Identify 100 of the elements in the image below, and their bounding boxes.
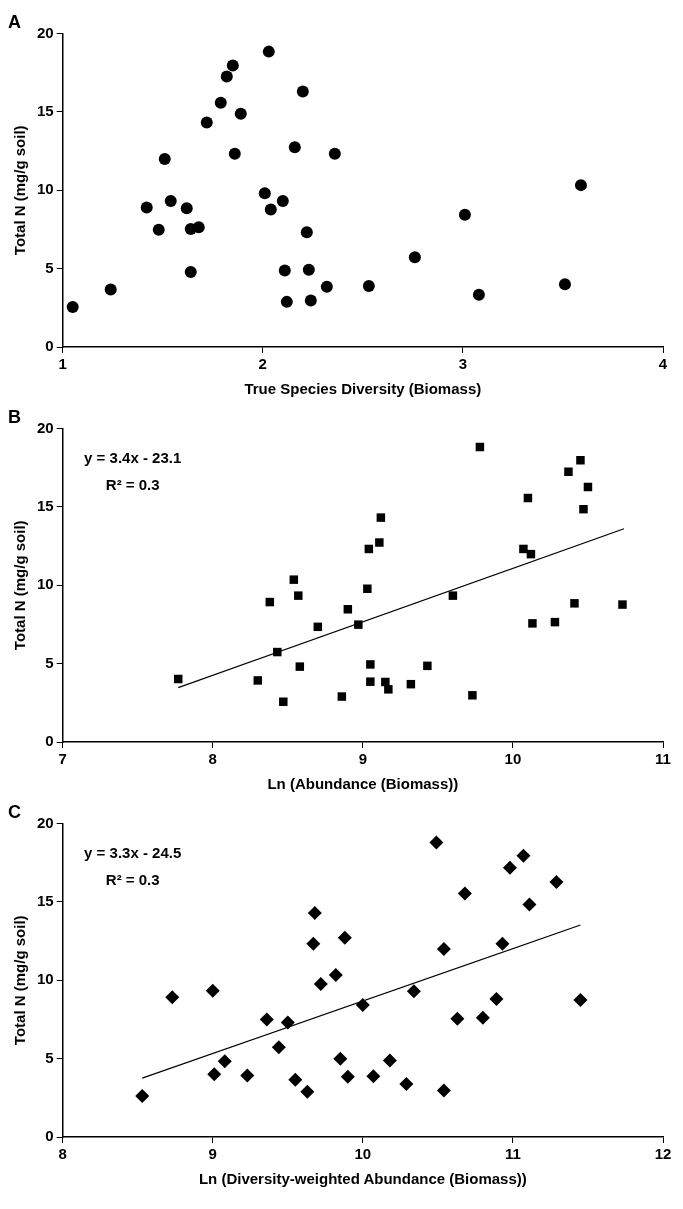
- y-tick-label: 20: [37, 418, 54, 436]
- point: [429, 835, 444, 850]
- point: [450, 1011, 465, 1026]
- y-tick-label: 0: [45, 1127, 54, 1145]
- x-axis-title: True Species Diversity (Biomass): [244, 380, 482, 398]
- point: [313, 977, 328, 992]
- point: [278, 264, 291, 277]
- y-tick-label: 10: [37, 970, 54, 988]
- point: [294, 591, 303, 600]
- point: [423, 661, 432, 671]
- y-tick-label: 0: [45, 732, 54, 750]
- point: [458, 208, 471, 221]
- x-tick-label: 9: [208, 1145, 217, 1163]
- x-tick-label: 10: [354, 1145, 372, 1163]
- point: [522, 897, 537, 912]
- x-tick-label: 4: [658, 355, 668, 373]
- x-tick-label: 3: [458, 355, 468, 373]
- point: [472, 288, 485, 301]
- y-tick-label: 20: [37, 23, 54, 41]
- point: [564, 467, 573, 477]
- point: [207, 1067, 222, 1082]
- point: [276, 194, 289, 207]
- annotation: R² = 0.3: [105, 475, 160, 493]
- x-tick-label: 8: [58, 1145, 67, 1163]
- point: [288, 1072, 303, 1087]
- point: [354, 620, 363, 629]
- point: [280, 295, 293, 308]
- point: [495, 936, 510, 951]
- point: [104, 283, 117, 296]
- point: [295, 662, 305, 671]
- point: [220, 70, 233, 83]
- point: [300, 1084, 315, 1099]
- point: [226, 59, 239, 72]
- point: [436, 941, 451, 956]
- point: [259, 1012, 274, 1027]
- point: [366, 660, 375, 669]
- annotation: y = 3.3x - 24.5: [84, 843, 182, 861]
- point: [362, 280, 375, 293]
- point: [214, 96, 227, 109]
- point: [228, 147, 241, 160]
- point: [320, 280, 333, 293]
- point: [200, 116, 213, 129]
- point: [296, 85, 309, 98]
- point: [408, 251, 421, 264]
- point: [489, 991, 504, 1006]
- point: [516, 848, 531, 863]
- point: [475, 1010, 490, 1025]
- point: [343, 605, 353, 614]
- y-axis-title: Total N (mg/g soil): [11, 125, 29, 256]
- y-tick-label: 10: [37, 575, 54, 593]
- y-tick-label: 5: [45, 653, 54, 671]
- x-tick-label: 12: [654, 1145, 672, 1163]
- y-tick-label: 15: [37, 102, 54, 120]
- point: [205, 983, 220, 998]
- chart-title: B: [8, 406, 21, 427]
- point: [448, 591, 458, 600]
- point: [140, 201, 153, 214]
- y-tick-label: 10: [37, 180, 54, 198]
- point: [304, 294, 317, 307]
- point: [519, 544, 528, 554]
- x-tick-label: 11: [504, 1145, 521, 1163]
- point: [158, 152, 171, 165]
- point: [234, 107, 247, 120]
- point: [328, 967, 343, 982]
- point: [328, 147, 341, 160]
- point: [152, 223, 165, 236]
- point: [558, 278, 571, 291]
- point: [355, 997, 370, 1012]
- point: [288, 141, 301, 154]
- point: [468, 691, 477, 700]
- point: [300, 226, 313, 239]
- point: [264, 203, 277, 216]
- point: [384, 685, 393, 694]
- point: [217, 1054, 232, 1069]
- point: [502, 860, 517, 875]
- point: [579, 504, 588, 514]
- x-tick-label: 9: [358, 750, 368, 768]
- point: [306, 936, 321, 951]
- chart-title: A: [8, 11, 21, 32]
- point: [307, 906, 322, 921]
- point: [574, 179, 587, 192]
- point: [375, 538, 384, 547]
- annotation: R² = 0.3: [105, 870, 160, 888]
- point: [381, 677, 390, 687]
- point: [184, 265, 197, 278]
- point: [333, 1051, 348, 1066]
- y-tick-label: 20: [37, 813, 54, 831]
- point: [289, 575, 299, 584]
- point: [406, 984, 421, 999]
- y-tick-label: 15: [37, 892, 54, 910]
- point: [180, 202, 193, 215]
- y-axis-title: Total N (mg/g soil): [11, 520, 29, 651]
- y-tick-label: 5: [45, 258, 54, 276]
- point: [135, 1088, 150, 1103]
- x-tick-label: 11: [655, 750, 671, 768]
- point: [376, 513, 386, 522]
- point: [165, 990, 180, 1005]
- point: [302, 263, 315, 276]
- y-axis-title: Total N (mg/g soil): [11, 915, 29, 1046]
- point: [253, 676, 263, 685]
